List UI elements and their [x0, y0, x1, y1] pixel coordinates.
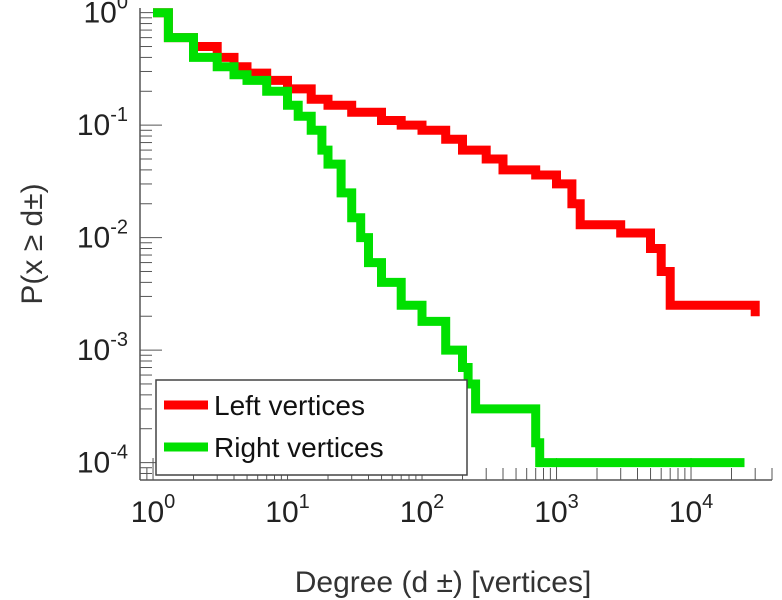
x-tick-label: 100 — [131, 491, 176, 529]
series-line-left-vertices — [153, 8, 760, 317]
x-tick-label: 101 — [265, 491, 310, 529]
y-tick-label: 100 — [84, 0, 129, 30]
y-tick-label: 10-2 — [77, 217, 128, 255]
y-tick-label: 10-4 — [77, 442, 128, 480]
x-tick-label: 102 — [400, 491, 445, 529]
legend-label: Left vertices — [214, 390, 365, 421]
y-tick-label: 10-1 — [77, 104, 128, 142]
y-tick-label: 10-3 — [77, 329, 128, 367]
legend-box — [155, 379, 468, 476]
legend-label: Right vertices — [214, 432, 384, 463]
x-axis-title: Degree (d ±) [vertices] — [295, 566, 592, 599]
series-lines — [153, 8, 760, 468]
x-tick-label: 104 — [669, 491, 714, 529]
axis-titles: Degree (d ±) [vertices] P(x ≥ d±) — [16, 183, 591, 599]
legend: Left vertices Right vertices — [155, 379, 468, 476]
y-axis-title: P(x ≥ d±) — [16, 183, 49, 304]
x-tick-label: 103 — [534, 491, 579, 529]
series-line-right-vertices — [153, 8, 745, 468]
